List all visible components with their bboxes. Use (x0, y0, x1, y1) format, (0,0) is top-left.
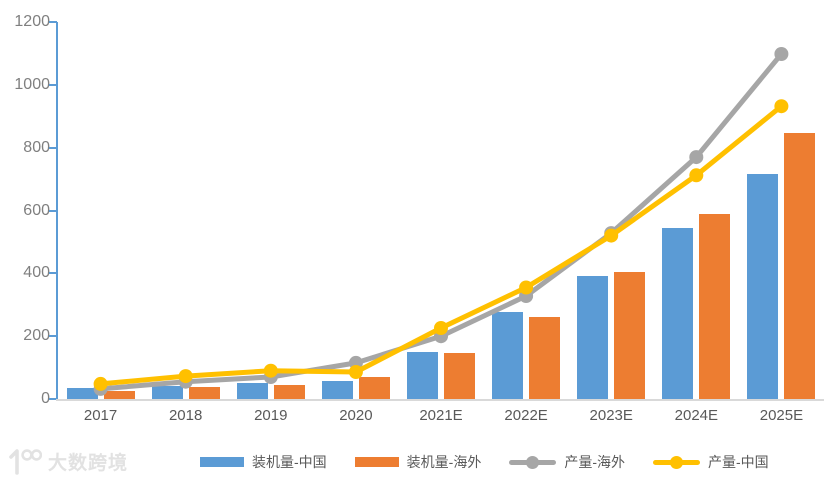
bar-装机量-海外-2025E (784, 133, 816, 399)
legend-item-产量-中国: 产量-中国 (653, 452, 769, 472)
marker-产量-中国-2022E (519, 280, 534, 295)
bar-装机量-海外-2019 (273, 384, 305, 399)
legend-item-装机量-海外: 装机量-海外 (354, 452, 482, 472)
bar-装机量-中国-2024E (662, 227, 694, 399)
x-axis-label-2023E: 2023E (589, 407, 633, 424)
bar-装机量-中国-2018 (151, 386, 183, 399)
marker-产量-海外-2023E (604, 226, 619, 241)
watermark-logo-icon (9, 449, 42, 475)
legend-swatch-bar (354, 457, 399, 467)
bar-装机量-中国-2017 (66, 388, 98, 399)
y-axis-label: 1200 (14, 13, 50, 30)
marker-产量-海外-2022E (519, 289, 534, 303)
bar-装机量-海外-2024E (699, 213, 731, 399)
legend-marker (526, 455, 540, 469)
legend-label: 装机量-中国 (252, 454, 327, 470)
bar-装机量-海外-2020 (358, 377, 390, 399)
legend-label: 产量-海外 (564, 454, 626, 470)
y-axis-label: 600 (23, 201, 50, 219)
x-axis-label-2025E: 2025E (759, 407, 804, 424)
legend-label: 装机量-海外 (406, 454, 482, 470)
y-axis-tick (49, 272, 57, 275)
legend-swatch-bar (200, 457, 244, 467)
bar-装机量-海外-2022E (529, 317, 561, 399)
marker-产量-中国-2025E (774, 99, 789, 114)
watermark: 大数跨境 (6, 446, 128, 476)
legend-label: 产量-中国 (708, 454, 769, 470)
x-axis-label-2022E: 2022E (504, 407, 548, 424)
marker-产量-海外-2024E (689, 150, 704, 165)
y-axis-tick (49, 398, 57, 400)
legend: 装机量-中国 装机量-海外 产量-海外 产量-中国 (200, 452, 769, 472)
legend-swatch-line (509, 455, 557, 469)
y-axis-tick (49, 83, 57, 86)
y-axis-tick (49, 21, 57, 23)
watermark-brand: 大数跨境 (48, 452, 129, 474)
marker-产量-中国-2021E (434, 321, 448, 335)
x-axis-label-2018: 2018 (168, 407, 203, 424)
bar-装机量-中国-2019 (236, 382, 268, 399)
y-axis-label: 800 (23, 138, 50, 156)
y-axis-tick (49, 146, 57, 149)
bar-装机量-中国-2025E (747, 174, 779, 399)
marker-产量-海外-2025E (774, 47, 789, 61)
bar-装机量-中国-2020 (321, 380, 353, 399)
y-axis-tick (49, 335, 57, 338)
y-axis-label: 200 (23, 327, 50, 345)
marker-产量-中国-2019 (263, 363, 278, 378)
y-axis-tick (49, 209, 57, 212)
marker-产量-中国-2024E (689, 168, 704, 183)
legend-swatch-line (653, 455, 701, 469)
x-axis-label-2020: 2020 (339, 407, 373, 424)
x-axis-label-2021E: 2021E (419, 407, 463, 424)
marker-产量-海外-2020 (348, 355, 363, 370)
x-axis-label-2017: 2017 (83, 407, 118, 424)
x-axis-label-2019: 2019 (254, 407, 288, 424)
y-axis-label: 400 (23, 264, 50, 282)
bar-装机量-中国-2021E (407, 351, 438, 399)
bar-装机量-海外-2018 (188, 387, 220, 399)
bar-装机量-中国-2023E (577, 275, 609, 399)
x-axis-line (56, 399, 824, 401)
legend-marker (670, 455, 684, 469)
marker-产量-中国-2018 (178, 369, 193, 384)
bar-装机量-海外-2023E (614, 272, 646, 399)
y-axis-label: 1000 (14, 75, 50, 93)
x-axis-label-2024E: 2024E (674, 407, 719, 424)
legend-item-产量-海外: 产量-海外 (509, 452, 625, 472)
legend-item-装机量-中国: 装机量-中国 (200, 452, 327, 472)
bar-装机量-中国-2022E (492, 312, 524, 399)
y-axis-line (56, 22, 58, 400)
marker-产量-中国-2023E (604, 228, 619, 243)
bar-装机量-海外-2017 (103, 391, 135, 399)
bar-装机量-海外-2021E (444, 352, 475, 399)
marker-产量-海外-2021E (434, 329, 448, 344)
y-axis-label: 0 (41, 390, 50, 407)
